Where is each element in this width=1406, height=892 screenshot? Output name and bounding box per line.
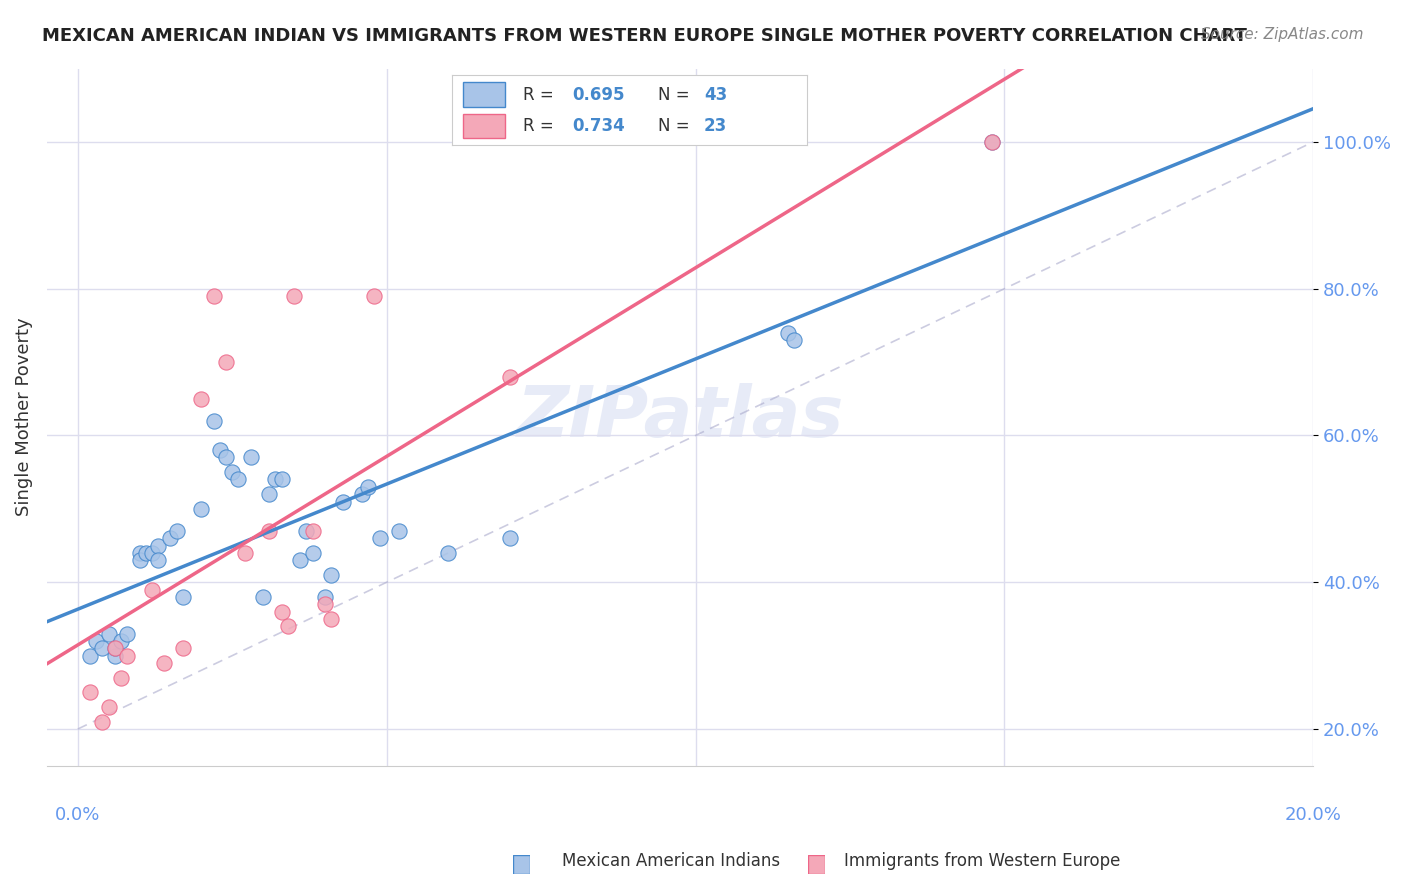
Point (314, 590, 336, 604)
Point (314, 597, 336, 611)
Point (110, 671, 132, 685)
Point (295, 524, 318, 538)
Text: Source: ZipAtlas.com: Source: ZipAtlas.com (1201, 27, 1364, 42)
Text: Immigrants from Western Europe: Immigrants from Western Europe (844, 852, 1121, 870)
Point (79, 648, 101, 663)
Text: MEXICAN AMERICAN INDIAN VS IMMIGRANTS FROM WESTERN EUROPE SINGLE MOTHER POVERTY : MEXICAN AMERICAN INDIAN VS IMMIGRANTS FR… (42, 27, 1247, 45)
Point (288, 553, 311, 567)
Point (79, 685, 101, 699)
Point (252, 590, 274, 604)
Point (146, 539, 169, 553)
Point (363, 289, 385, 303)
Point (277, 619, 299, 633)
Point (141, 546, 163, 560)
Text: 0.0%: 0.0% (55, 806, 100, 824)
Text: Mexican American Indians: Mexican American Indians (562, 852, 780, 870)
Point (97, 626, 120, 640)
Point (301, 546, 323, 560)
Point (202, 289, 225, 303)
Point (208, 443, 231, 458)
Point (202, 414, 225, 428)
Point (259, 524, 281, 538)
Point (778, 326, 800, 340)
Point (115, 648, 138, 663)
Point (981, 135, 1004, 149)
Point (357, 480, 380, 494)
Point (190, 392, 212, 406)
Point (350, 487, 373, 501)
Text: ZIPatlas: ZIPatlas (516, 383, 844, 451)
Point (115, 626, 138, 640)
Point (104, 641, 127, 656)
Point (172, 590, 194, 604)
Point (239, 450, 262, 465)
Point (153, 656, 176, 670)
Point (499, 369, 522, 384)
Point (84, 634, 107, 648)
Point (270, 605, 292, 619)
Point (332, 494, 354, 508)
Point (166, 524, 188, 538)
Point (301, 524, 323, 538)
Point (499, 531, 522, 545)
Point (270, 473, 292, 487)
Point (283, 289, 305, 303)
Point (264, 473, 287, 487)
Point (221, 465, 243, 479)
Point (370, 531, 392, 545)
Point (91, 641, 114, 656)
Point (233, 546, 256, 560)
Point (319, 612, 342, 626)
Point (159, 531, 181, 545)
Point (190, 501, 212, 516)
Point (388, 524, 411, 538)
Point (91, 714, 114, 729)
Point (228, 473, 250, 487)
Point (104, 648, 127, 663)
Point (146, 553, 169, 567)
Point (215, 450, 238, 465)
Text: 20.0%: 20.0% (1285, 806, 1341, 824)
Point (141, 582, 163, 597)
Point (215, 355, 238, 369)
Point (981, 135, 1004, 149)
Y-axis label: Single Mother Poverty: Single Mother Poverty (15, 318, 32, 516)
Point (104, 641, 127, 656)
Point (97, 700, 120, 714)
Point (135, 546, 157, 560)
Point (110, 634, 132, 648)
Point (128, 546, 150, 560)
Point (783, 333, 806, 347)
Point (437, 546, 460, 560)
Point (172, 641, 194, 656)
Point (128, 553, 150, 567)
Point (319, 568, 342, 582)
Point (259, 487, 281, 501)
